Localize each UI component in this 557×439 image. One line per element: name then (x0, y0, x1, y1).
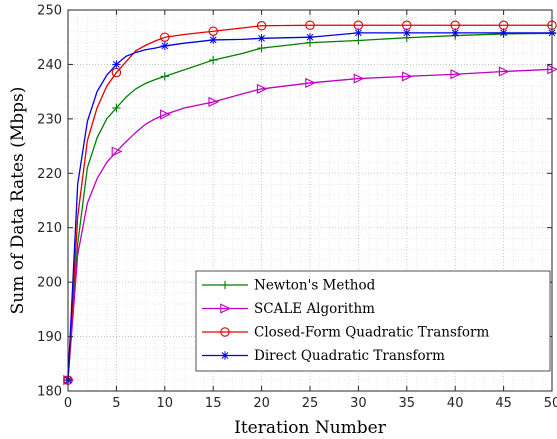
x-tick-label: 45 (495, 396, 512, 411)
data-point (160, 109, 171, 120)
x-tick-label: 5 (112, 396, 120, 411)
x-tick-label: 10 (157, 396, 174, 411)
data-point (209, 55, 218, 65)
legend-marker (220, 303, 231, 314)
y-tick-label: 200 (37, 276, 62, 291)
series-line (67, 24, 552, 381)
data-point (257, 34, 266, 43)
legend-entry: Closed-Form Quadratic Transform (202, 325, 489, 341)
data-point (160, 72, 169, 81)
data-point (112, 60, 121, 69)
data-point (160, 32, 170, 42)
y-tick-label: 210 (37, 221, 62, 236)
x-axis-label: Iteration Number (234, 418, 387, 438)
y-tick-label: 190 (37, 330, 62, 345)
legend-marker (220, 327, 230, 337)
y-axis-label: Sum of Data Rates (Mbps) (8, 87, 28, 315)
series-layer (63, 20, 557, 386)
y-tick-label: 250 (37, 4, 62, 19)
x-tick-label: 15 (205, 396, 222, 411)
legend-entry: SCALE Algorithm (202, 301, 375, 317)
legend-marker (220, 351, 230, 360)
series-line (67, 68, 553, 381)
data-point (402, 28, 411, 38)
y-tick-label: 240 (37, 58, 62, 73)
series-asterisk (63, 28, 557, 385)
data-point (111, 146, 123, 157)
x-tick-label: 30 (350, 396, 367, 411)
legend: Newton's Method SCALE Algorithm Closed-For… (195, 270, 551, 372)
y-tick-label: 230 (37, 112, 62, 127)
y-tick-label: 180 (37, 385, 62, 400)
data-point (305, 33, 315, 42)
y-tick-label: 220 (37, 167, 62, 182)
data-point (354, 36, 363, 45)
legend-label: SCALE Algorithm (254, 301, 375, 317)
data-point (257, 43, 266, 53)
data-point (209, 35, 218, 45)
x-tick-label: 25 (302, 396, 319, 411)
data-point (402, 71, 413, 82)
data-point (498, 66, 510, 77)
x-tick-label: 20 (253, 396, 270, 411)
legend-label: Direct Quadratic Transform (254, 348, 445, 364)
data-point (256, 83, 268, 94)
tick-layer: 0 5 10 15 20 25 30 35 40 45 50 180 190 200 210 220 230 24… (37, 4, 557, 412)
data-point (499, 28, 508, 38)
data-point (256, 21, 267, 31)
x-tick-label: 40 (447, 396, 464, 411)
data-point (208, 26, 218, 36)
data-point (353, 73, 365, 84)
legend-entry: Direct Quadratic Transform (202, 348, 445, 364)
data-point (305, 77, 316, 89)
data-point (160, 41, 169, 51)
x-tick-label: 0 (64, 396, 72, 411)
legend-label: Newton's Method (254, 278, 376, 294)
legend-box (195, 270, 551, 372)
legend-entry: Newton's Method (202, 278, 376, 294)
legend-marker (220, 280, 230, 290)
legend-label: Closed-Form Quadratic Transform (254, 325, 489, 341)
x-tick-label: 35 (399, 396, 416, 411)
x-tick-label: 50 (544, 396, 557, 411)
data-point (208, 96, 220, 108)
data-point (450, 69, 462, 80)
data-point (305, 20, 315, 30)
data-point (112, 103, 121, 113)
data-point (354, 28, 363, 38)
data-point (451, 28, 460, 38)
